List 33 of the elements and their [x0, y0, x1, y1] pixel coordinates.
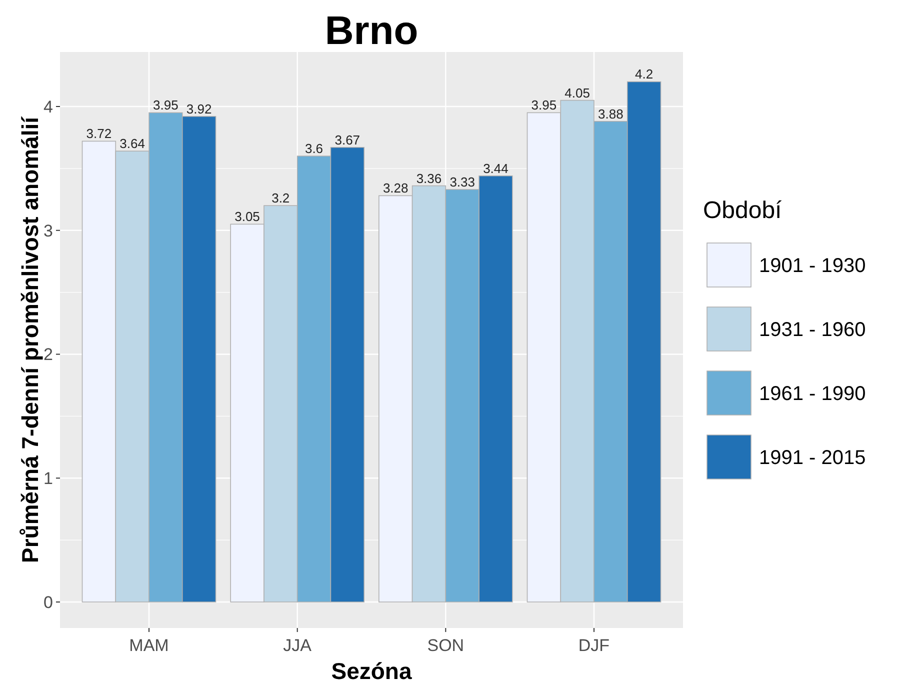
data-label: 3.28 — [382, 180, 408, 196]
y-tick-label: 2 — [44, 345, 53, 364]
data-label: 3.6 — [304, 141, 324, 156]
legend-label: 1901 - 1930 — [759, 255, 866, 277]
legend-label: 1961 - 1990 — [759, 383, 866, 405]
data-label: 3.64 — [120, 136, 145, 152]
x-tick-label: JJA — [283, 636, 312, 655]
legend-title: Období — [703, 197, 782, 224]
data-label: 3.2 — [272, 190, 290, 206]
data-label: 3.92 — [186, 101, 212, 116]
data-label: 3.95 — [153, 98, 178, 113]
y-tick-label: 1 — [44, 469, 53, 488]
data-label: 3.44 — [483, 160, 508, 176]
chart-title: Brno — [324, 9, 418, 53]
y-tick-label: 4 — [44, 97, 53, 116]
data-label: 3.67 — [334, 132, 360, 148]
x-tick-label: MAM — [129, 636, 169, 655]
x-axis-title: Sezóna — [331, 658, 412, 684]
x-tick-label: DJF — [578, 636, 610, 655]
data-label: 3.95 — [531, 98, 557, 113]
y-tick-label: 0 — [44, 592, 53, 612]
y-tick-label: 3 — [44, 221, 53, 240]
data-label: 3.88 — [598, 106, 624, 122]
data-label: 3.72 — [86, 126, 112, 142]
data-label: 3.05 — [234, 209, 260, 224]
y-axis-title: Průměrná 7-denní proměnlivost anomálií — [17, 116, 43, 564]
data-label: 3.36 — [416, 170, 442, 186]
legend-label: 1931 - 1960 — [759, 319, 866, 341]
data-label: 4.2 — [635, 66, 654, 82]
legend-label: 1991 - 2015 — [759, 447, 866, 469]
x-tick-label: SON — [427, 636, 464, 655]
data-label: 4.05 — [564, 85, 590, 100]
data-label: 3.33 — [450, 174, 476, 190]
